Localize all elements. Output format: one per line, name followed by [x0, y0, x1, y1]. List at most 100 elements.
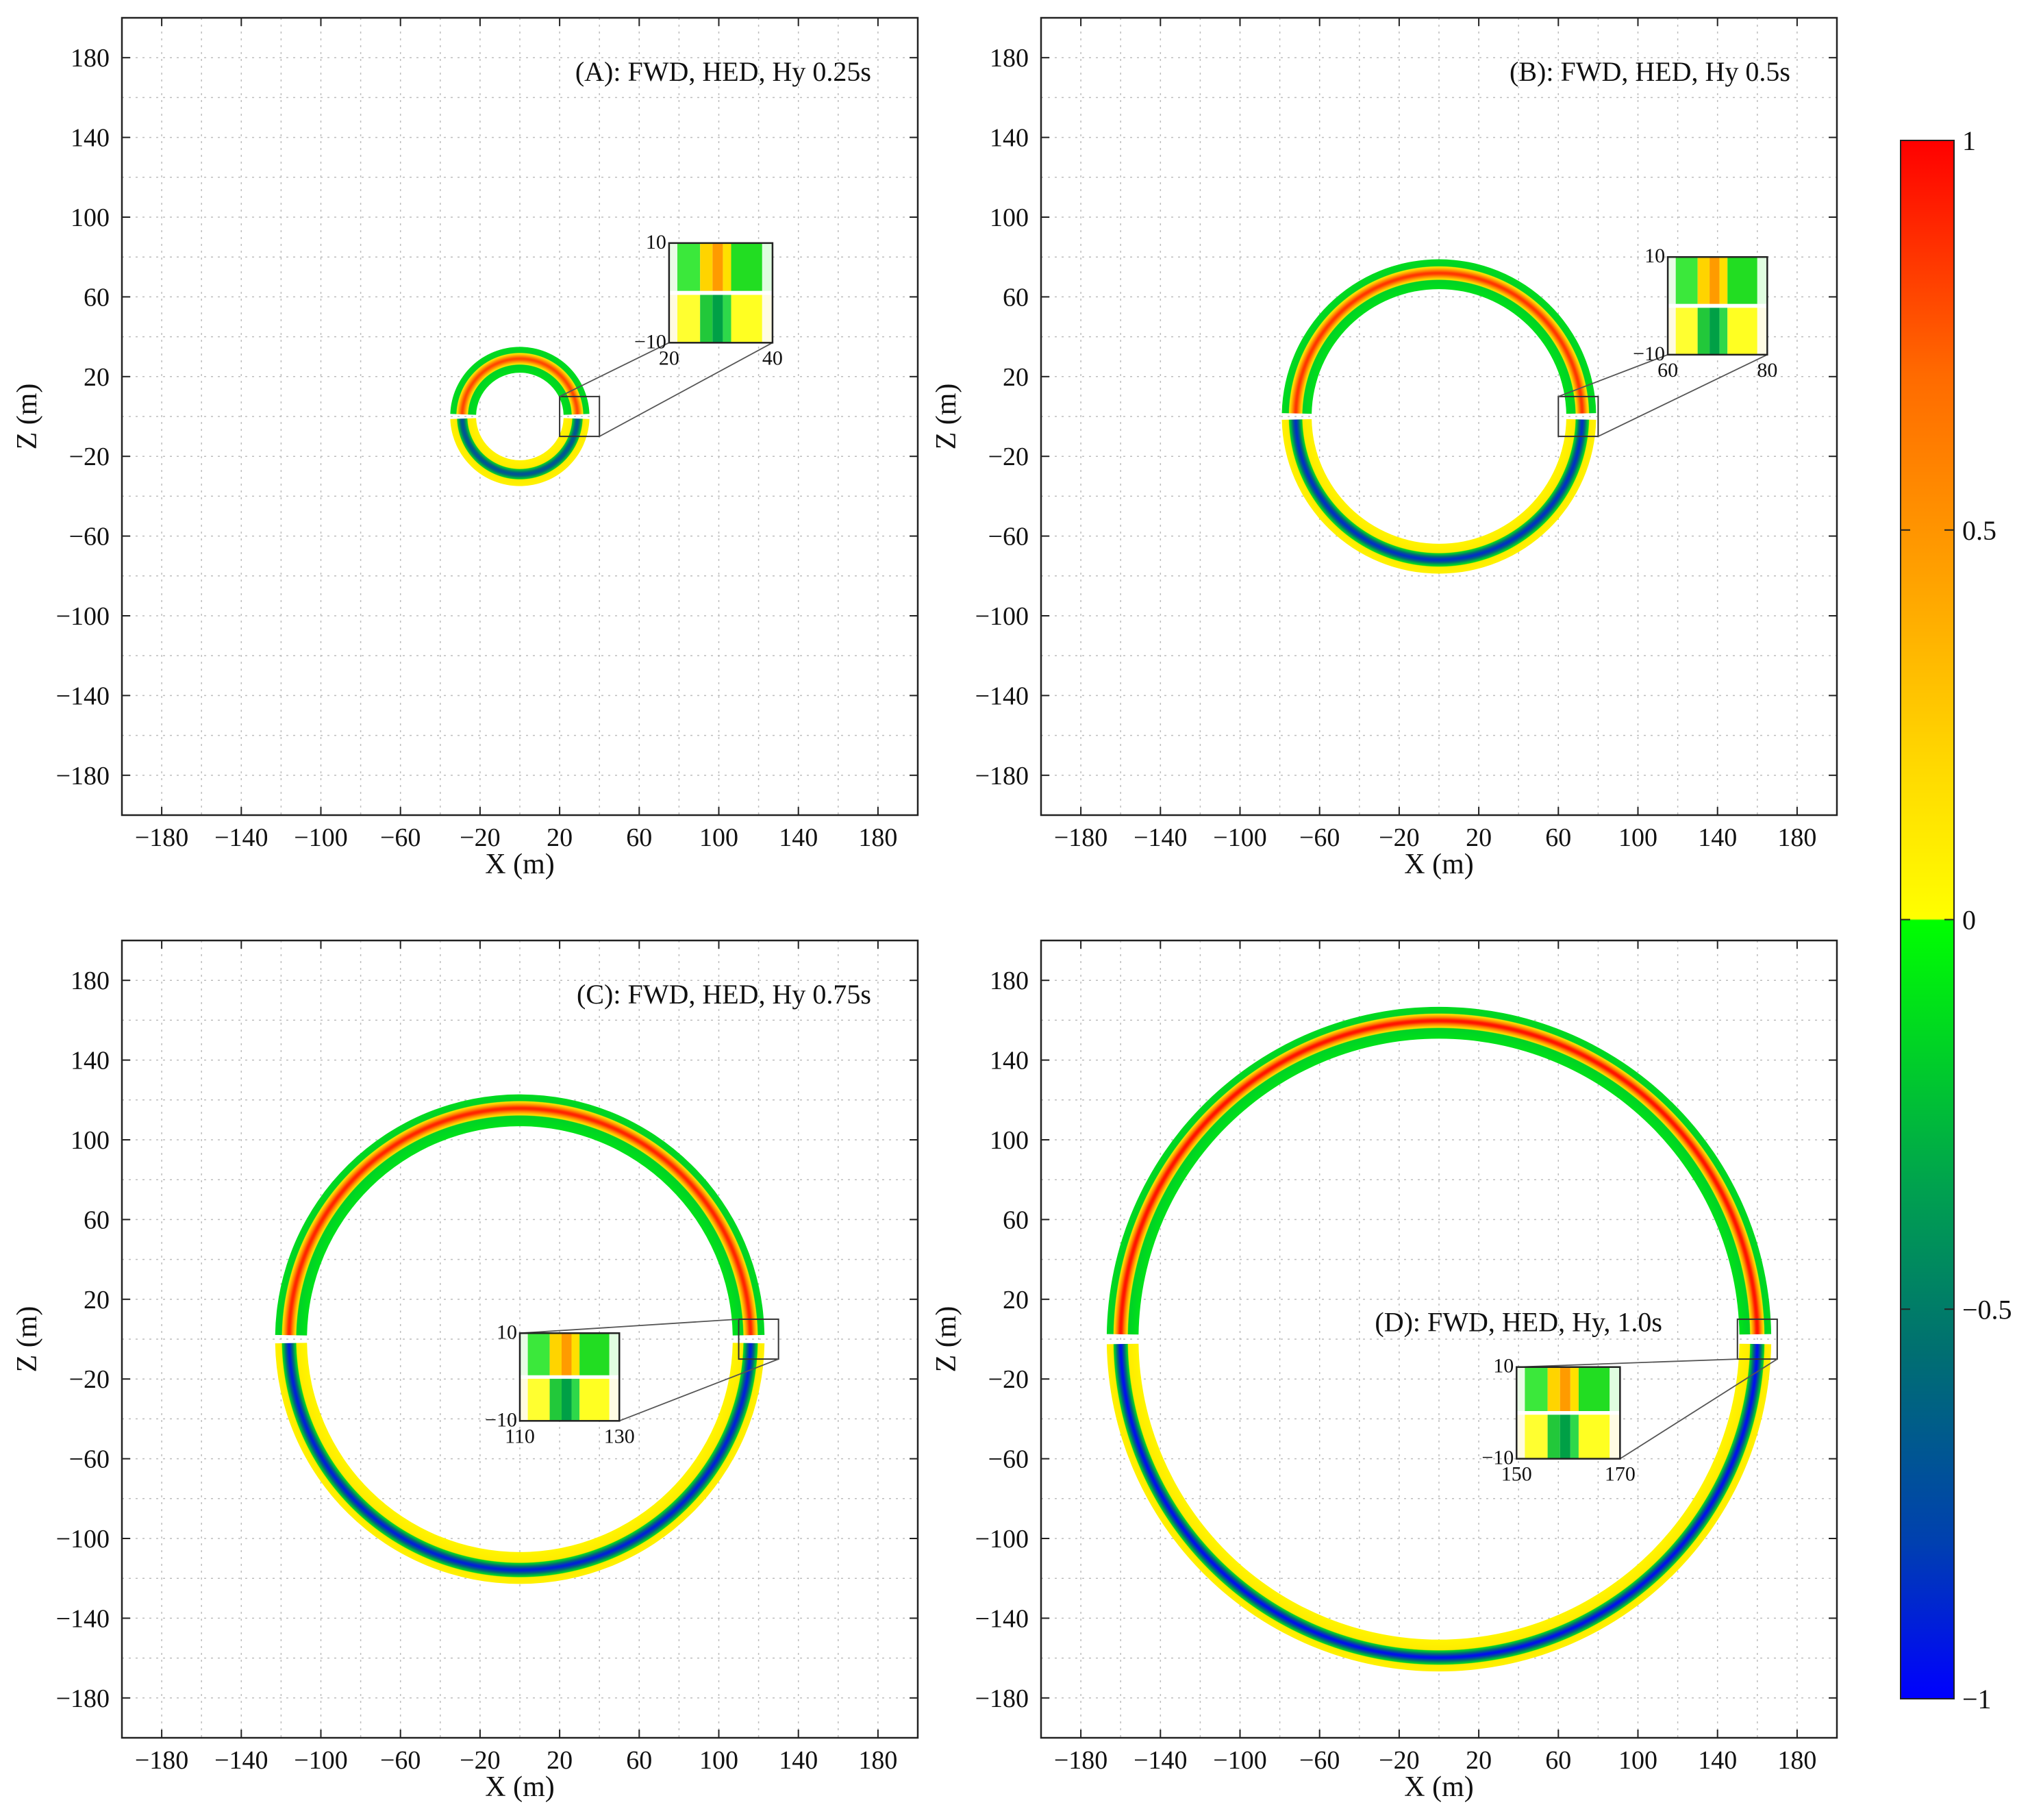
panel-title-a: (A): FWD, HED, Hy 0.25s: [575, 56, 871, 87]
wavefront-upper-half: [275, 1094, 765, 1336]
inset-stripe-upper: [731, 242, 762, 291]
inset-stripe-lower: [527, 1378, 550, 1421]
inset-connector: [559, 342, 670, 397]
colorbar-ticks: 1 0.5 0 −0.5 −1: [1901, 125, 2012, 1715]
inset-stripe-upper: [723, 242, 731, 291]
inset-stripe-upper: [700, 242, 713, 291]
inset-stripe-lower: [1697, 308, 1710, 355]
inset-stripe-upper: [1719, 257, 1728, 304]
plot-frame-b: [1040, 16, 1838, 816]
panel-title-b: (B): FWD, HED, Hy 0.5s: [1510, 56, 1790, 87]
x-axis-label: X (m): [485, 849, 554, 880]
wavefront-lower-half: [1281, 419, 1597, 574]
plot-frame-a: [121, 16, 919, 816]
x-tick-label: 100: [1618, 1746, 1657, 1775]
inset-stripe-lower: [1516, 1414, 1525, 1459]
inset-stripe-upper: [571, 1333, 580, 1375]
inset-stripe-upper: [1697, 257, 1710, 304]
inset-stripe-upper: [1610, 1367, 1620, 1411]
inset-stripe-lower: [668, 295, 677, 343]
inset-z-tick-top: 10: [1493, 1355, 1514, 1378]
inset-stripe-lower: [1757, 308, 1768, 355]
x-tick-label: −20: [460, 823, 500, 852]
y-tick-label: −60: [69, 523, 110, 551]
y-tick-label: 140: [71, 1047, 110, 1075]
inset-connector: [1619, 1358, 1778, 1460]
inset-stripe-lower: [1610, 1414, 1620, 1459]
inset-stripe-lower: [1570, 1414, 1579, 1459]
x-tick-label: −100: [294, 823, 347, 852]
inset-stripe-lower: [1675, 308, 1698, 355]
inset-stripe-upper: [712, 242, 723, 291]
inset-stripe-lower: [712, 295, 723, 343]
wavefront-d: [1106, 1006, 1772, 1672]
inset-z-tick-bottom: −10: [634, 330, 666, 353]
inset-frame: [1666, 255, 1768, 356]
inset-stripe-upper: [1525, 1367, 1548, 1411]
inset-stripe-upper: [1757, 257, 1768, 304]
zoom-box-b: [1557, 395, 1599, 438]
y-tick-label: 140: [71, 124, 110, 153]
inset-z-tick-top: 10: [1644, 245, 1665, 267]
wavefront-upper-half: [1281, 259, 1597, 414]
x-tick-label: −140: [1134, 1746, 1187, 1775]
inset-x-tick-left: 20: [659, 347, 679, 369]
inset-stripe-upper: [520, 1333, 528, 1375]
inset-stripe-lower: [1668, 308, 1676, 355]
grid-a: [121, 17, 918, 816]
x-tick-label: −60: [380, 1746, 421, 1775]
y-tick-label: −180: [975, 1684, 1029, 1713]
x-tick-label: −20: [1379, 1746, 1419, 1775]
x-tick-label: −180: [135, 1746, 188, 1775]
inset-frame: [1516, 1366, 1621, 1460]
y-tick-label: 60: [84, 283, 110, 312]
x-tick-label: 20: [547, 1746, 573, 1775]
inset-stripe-lower: [1710, 308, 1720, 355]
x-tick-label: −180: [1054, 823, 1107, 852]
y-tick-label: 20: [84, 363, 110, 392]
panel-title-d: (D): FWD, HED, Hy, 1.0s: [1375, 1306, 1662, 1337]
x-tick-label: 100: [1618, 823, 1657, 852]
y-tick-label: −100: [975, 602, 1029, 631]
inset-z-tick-top: 10: [646, 231, 666, 253]
inset-z-tick-top: 10: [497, 1321, 517, 1343]
inset-x-tick-left: 110: [505, 1425, 535, 1447]
y-tick-label: 180: [990, 967, 1029, 995]
inset-stripe-upper: [579, 1333, 610, 1375]
inset-connector: [599, 342, 773, 437]
x-tick-label: −100: [1213, 1746, 1266, 1775]
inset-stripe-lower: [1525, 1414, 1548, 1459]
inset-stripe-upper: [1710, 257, 1720, 304]
wavefront-a: [450, 347, 590, 486]
wavefront-upper-half: [1106, 1006, 1772, 1335]
wavefront-c: [275, 1094, 765, 1584]
colorbar-tick-label: 1: [1962, 125, 1976, 156]
y-tick-label: −180: [975, 762, 1029, 790]
y-tick-label: 20: [84, 1286, 110, 1314]
y-tick-label: 180: [71, 967, 110, 995]
x-tick-label: −60: [1299, 1746, 1340, 1775]
inset-stripe-lower: [1578, 1414, 1610, 1459]
inset-stripe-lower: [1547, 1414, 1560, 1459]
y-tick-label: −60: [988, 1445, 1029, 1474]
inset-frame: [668, 242, 774, 344]
y-tick-label: 140: [990, 1047, 1029, 1075]
y-tick-label: −140: [56, 1604, 110, 1633]
x-tick-label: −180: [1054, 1746, 1107, 1775]
y-tick-label: 20: [1003, 1286, 1029, 1314]
inset-stripe-upper: [1668, 257, 1676, 304]
y-axis-label: Z (m): [931, 1306, 962, 1373]
inset-x-tick-right: 40: [762, 347, 783, 369]
inset-stripe-lower: [609, 1378, 620, 1421]
wavefront-lower-half: [275, 1343, 765, 1584]
y-tick-label: −180: [56, 762, 110, 790]
wavefront-lower-half: [1106, 1343, 1772, 1672]
x-tick-label: −60: [380, 823, 421, 852]
inset-stripe-lower: [571, 1378, 580, 1421]
wavefront-upper-half: [450, 347, 590, 415]
